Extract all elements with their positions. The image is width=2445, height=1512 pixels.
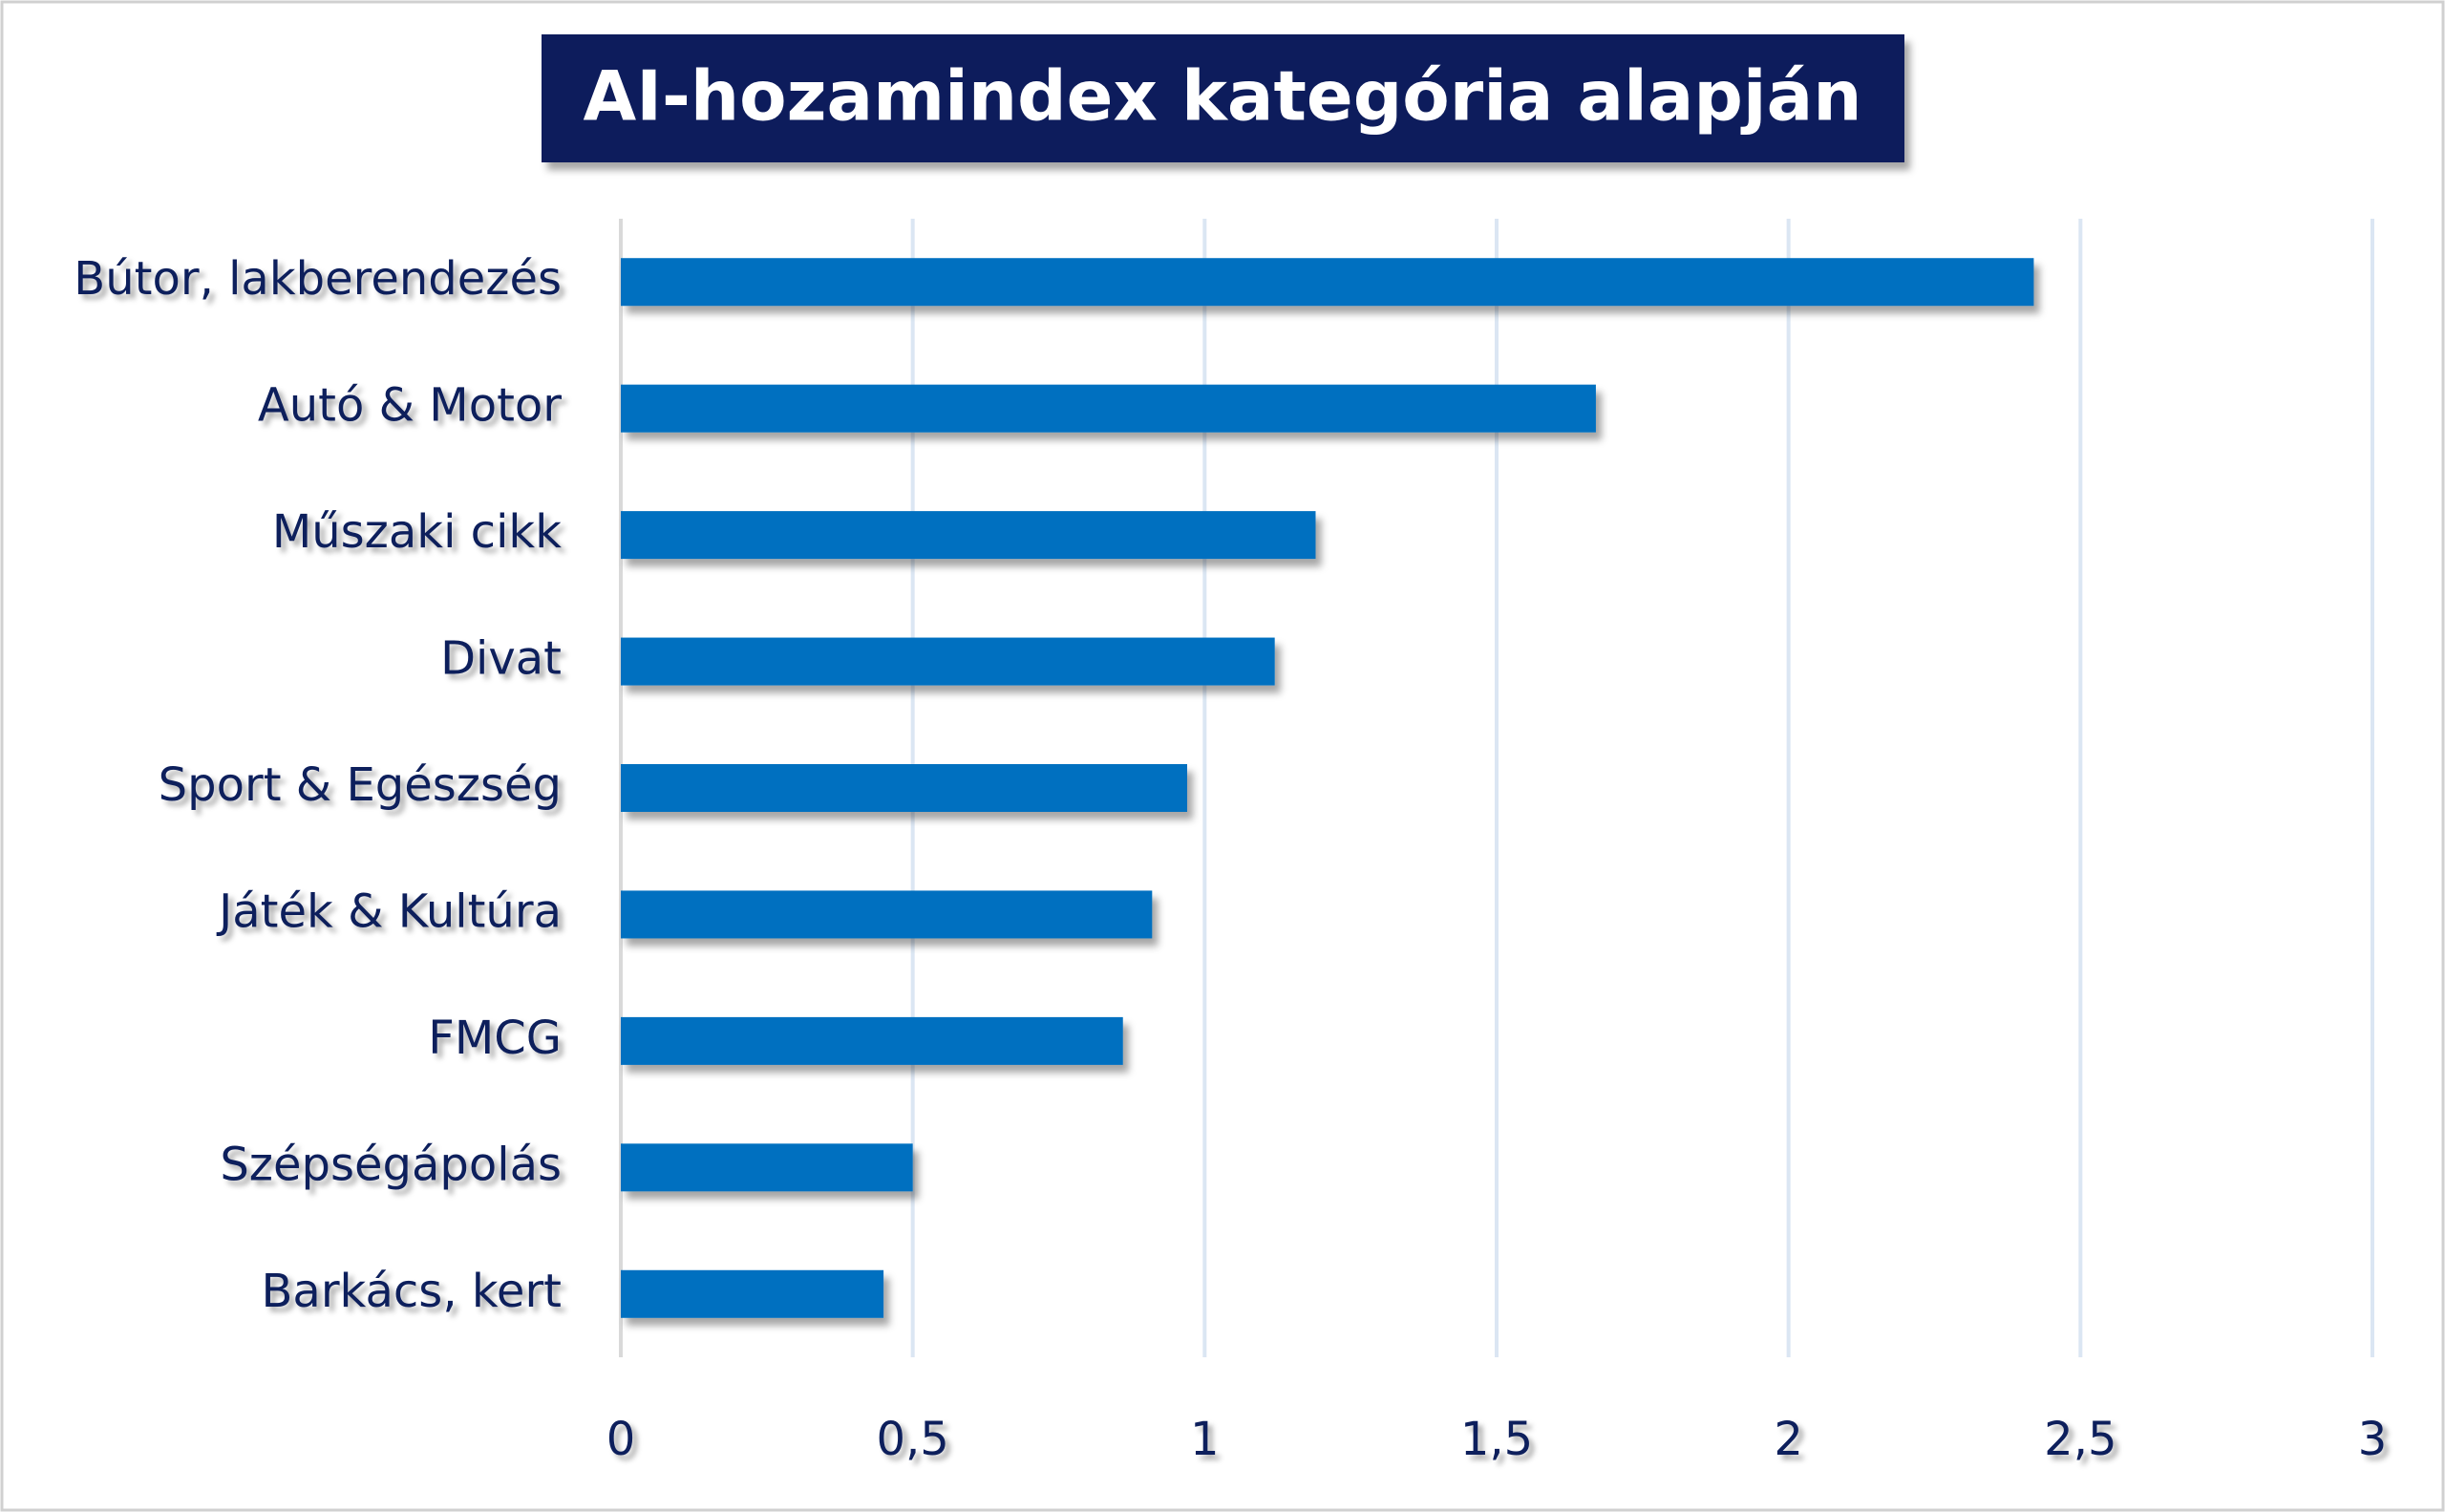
y-tick-label: Szépségápolás — [220, 1138, 562, 1191]
bar — [621, 1269, 884, 1318]
x-tick-label: 3 — [2358, 1413, 2388, 1466]
y-tick-label: Divat — [440, 632, 562, 686]
y-tick-label: Játék & Kultúra — [216, 884, 562, 938]
bar — [621, 1143, 913, 1192]
x-tick-label: 0,5 — [876, 1413, 948, 1466]
bar — [621, 258, 2034, 307]
chart-title: AI-hozamindex kategória alapján — [584, 56, 1862, 137]
y-tick-label: FMCG — [428, 1012, 562, 1065]
y-tick-label: Sport & Egészség — [159, 758, 562, 812]
title-box — [542, 34, 1904, 162]
bar — [621, 1016, 1123, 1065]
bar — [621, 511, 1316, 560]
bar — [621, 384, 1596, 433]
x-tick-label: 1,5 — [1460, 1413, 1533, 1466]
x-tick-label: 2 — [1774, 1413, 1803, 1466]
bar — [621, 637, 1275, 686]
x-tick-label: 2,5 — [2044, 1413, 2116, 1466]
bar — [621, 890, 1153, 939]
y-tick-label: Műszaki cikk — [272, 505, 562, 559]
x-tick-label: 0 — [606, 1413, 636, 1466]
y-tick-label: Autó & Motor — [258, 379, 562, 433]
bar — [621, 764, 1187, 812]
y-tick-label: Bútor, lakberendezés — [74, 252, 562, 306]
x-tick-label: 1 — [1190, 1413, 1220, 1466]
y-tick-label: Barkács, kert — [261, 1265, 562, 1318]
